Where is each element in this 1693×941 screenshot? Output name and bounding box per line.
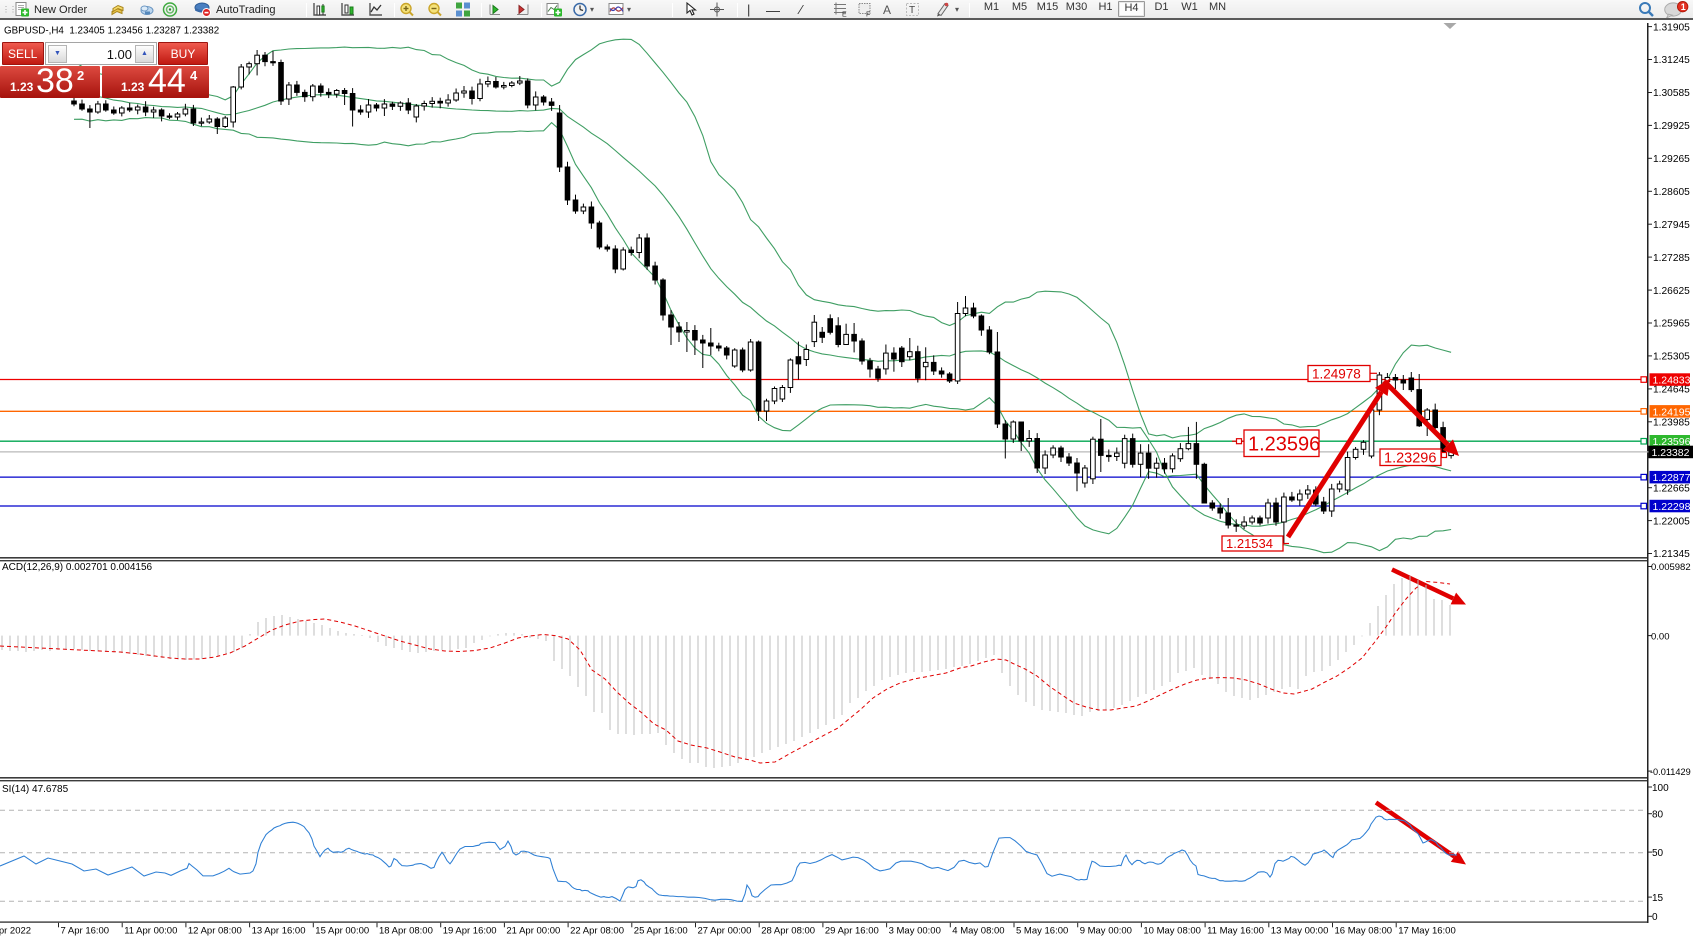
svg-text:1.23382: 1.23382 bbox=[1652, 447, 1690, 459]
svg-text:50: 50 bbox=[1652, 848, 1664, 859]
svg-text:1.31905: 1.31905 bbox=[1653, 22, 1690, 33]
svg-text:Apr 2022: Apr 2022 bbox=[0, 926, 31, 937]
svg-text:1: 1 bbox=[1681, 2, 1686, 12]
svg-text:5 May 16:00: 5 May 16:00 bbox=[1016, 926, 1068, 937]
svg-text:E: E bbox=[842, 12, 847, 19]
svg-text:1.22877: 1.22877 bbox=[1653, 472, 1691, 484]
svg-text:1.28605: 1.28605 bbox=[1653, 187, 1690, 198]
svg-text:16 May 08:00: 16 May 08:00 bbox=[1335, 926, 1393, 937]
svg-text:10 May 08:00: 10 May 08:00 bbox=[1143, 926, 1201, 937]
svg-text:1.24978: 1.24978 bbox=[1312, 366, 1361, 381]
svg-text:25 Apr 16:00: 25 Apr 16:00 bbox=[634, 926, 688, 937]
svg-text:13 May 00:00: 13 May 00:00 bbox=[1271, 926, 1329, 937]
svg-text:1.29925: 1.29925 bbox=[1653, 121, 1690, 132]
svg-text:1.23596: 1.23596 bbox=[1653, 436, 1691, 448]
svg-text:27 Apr 00:00: 27 Apr 00:00 bbox=[698, 926, 752, 937]
svg-text:0.005982: 0.005982 bbox=[1651, 562, 1691, 573]
svg-text:0: 0 bbox=[1652, 912, 1658, 923]
svg-text:1.30585: 1.30585 bbox=[1653, 88, 1690, 99]
svg-text:1.29265: 1.29265 bbox=[1653, 154, 1690, 165]
svg-text:28 Apr 08:00: 28 Apr 08:00 bbox=[761, 926, 815, 937]
svg-text:15 Apr 00:00: 15 Apr 00:00 bbox=[315, 926, 369, 937]
svg-text:1.24645: 1.24645 bbox=[1653, 385, 1690, 396]
svg-text:ACD(12,26,9) 0.002701 0.004156: ACD(12,26,9) 0.002701 0.004156 bbox=[2, 562, 153, 573]
svg-text:18 Apr 08:00: 18 Apr 08:00 bbox=[379, 926, 433, 937]
svg-text:12 Apr 08:00: 12 Apr 08:00 bbox=[188, 926, 242, 937]
svg-text:9 May 00:00: 9 May 00:00 bbox=[1080, 926, 1132, 937]
svg-text:0.00: 0.00 bbox=[1651, 631, 1670, 642]
svg-text:7 Apr 16:00: 7 Apr 16:00 bbox=[61, 926, 110, 937]
svg-text:1.21534: 1.21534 bbox=[1226, 536, 1273, 551]
svg-text:1.26625: 1.26625 bbox=[1653, 286, 1690, 297]
svg-text:22 Apr 08:00: 22 Apr 08:00 bbox=[570, 926, 624, 937]
svg-text:GBPUSD-,H4 1.23405 1.23456 1.: GBPUSD-,H4 1.23405 1.23456 1.23287 1.233… bbox=[4, 26, 219, 37]
svg-text:F: F bbox=[866, 12, 870, 19]
svg-text:SI(14) 47.6785: SI(14) 47.6785 bbox=[2, 784, 69, 795]
svg-text:21 Apr 00:00: 21 Apr 00:00 bbox=[506, 926, 560, 937]
svg-text:1.27945: 1.27945 bbox=[1653, 220, 1690, 231]
svg-text:1.25965: 1.25965 bbox=[1653, 319, 1690, 330]
svg-text:1.31245: 1.31245 bbox=[1653, 55, 1690, 66]
svg-text:19 Apr 16:00: 19 Apr 16:00 bbox=[443, 926, 497, 937]
svg-text:1.27285: 1.27285 bbox=[1653, 253, 1690, 264]
svg-text:1.24195: 1.24195 bbox=[1653, 406, 1691, 418]
svg-text:1.25305: 1.25305 bbox=[1653, 352, 1690, 363]
svg-text:11 Apr 00:00: 11 Apr 00:00 bbox=[124, 926, 177, 937]
svg-text:1.22665: 1.22665 bbox=[1653, 483, 1690, 494]
svg-text:100: 100 bbox=[1652, 783, 1669, 794]
svg-text:15: 15 bbox=[1652, 893, 1664, 904]
svg-text:11 May 16:00: 11 May 16:00 bbox=[1207, 926, 1264, 937]
svg-text:1.21345: 1.21345 bbox=[1653, 549, 1690, 560]
svg-text:13 Apr 16:00: 13 Apr 16:00 bbox=[252, 926, 306, 937]
svg-text:1.23985: 1.23985 bbox=[1653, 418, 1690, 429]
svg-text:-0.011429: -0.011429 bbox=[1650, 767, 1691, 777]
svg-text:4 May 08:00: 4 May 08:00 bbox=[952, 926, 1004, 937]
svg-text:1.23296: 1.23296 bbox=[1384, 451, 1436, 467]
svg-text:1.24833: 1.24833 bbox=[1653, 375, 1691, 387]
svg-text:1.23596: 1.23596 bbox=[1248, 433, 1320, 455]
svg-text:3 May 00:00: 3 May 00:00 bbox=[889, 926, 941, 937]
svg-text:1.22005: 1.22005 bbox=[1653, 516, 1690, 527]
svg-text:17 May 16:00: 17 May 16:00 bbox=[1398, 926, 1456, 937]
svg-text:T: T bbox=[909, 5, 915, 16]
svg-text:80: 80 bbox=[1652, 810, 1664, 821]
svg-text:29 Apr 16:00: 29 Apr 16:00 bbox=[825, 926, 879, 937]
svg-text:1.22298: 1.22298 bbox=[1653, 501, 1691, 513]
